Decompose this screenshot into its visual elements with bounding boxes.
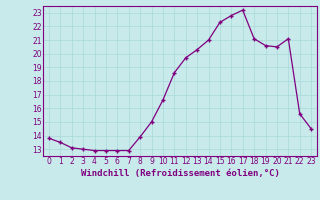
X-axis label: Windchill (Refroidissement éolien,°C): Windchill (Refroidissement éolien,°C) [81, 169, 279, 178]
